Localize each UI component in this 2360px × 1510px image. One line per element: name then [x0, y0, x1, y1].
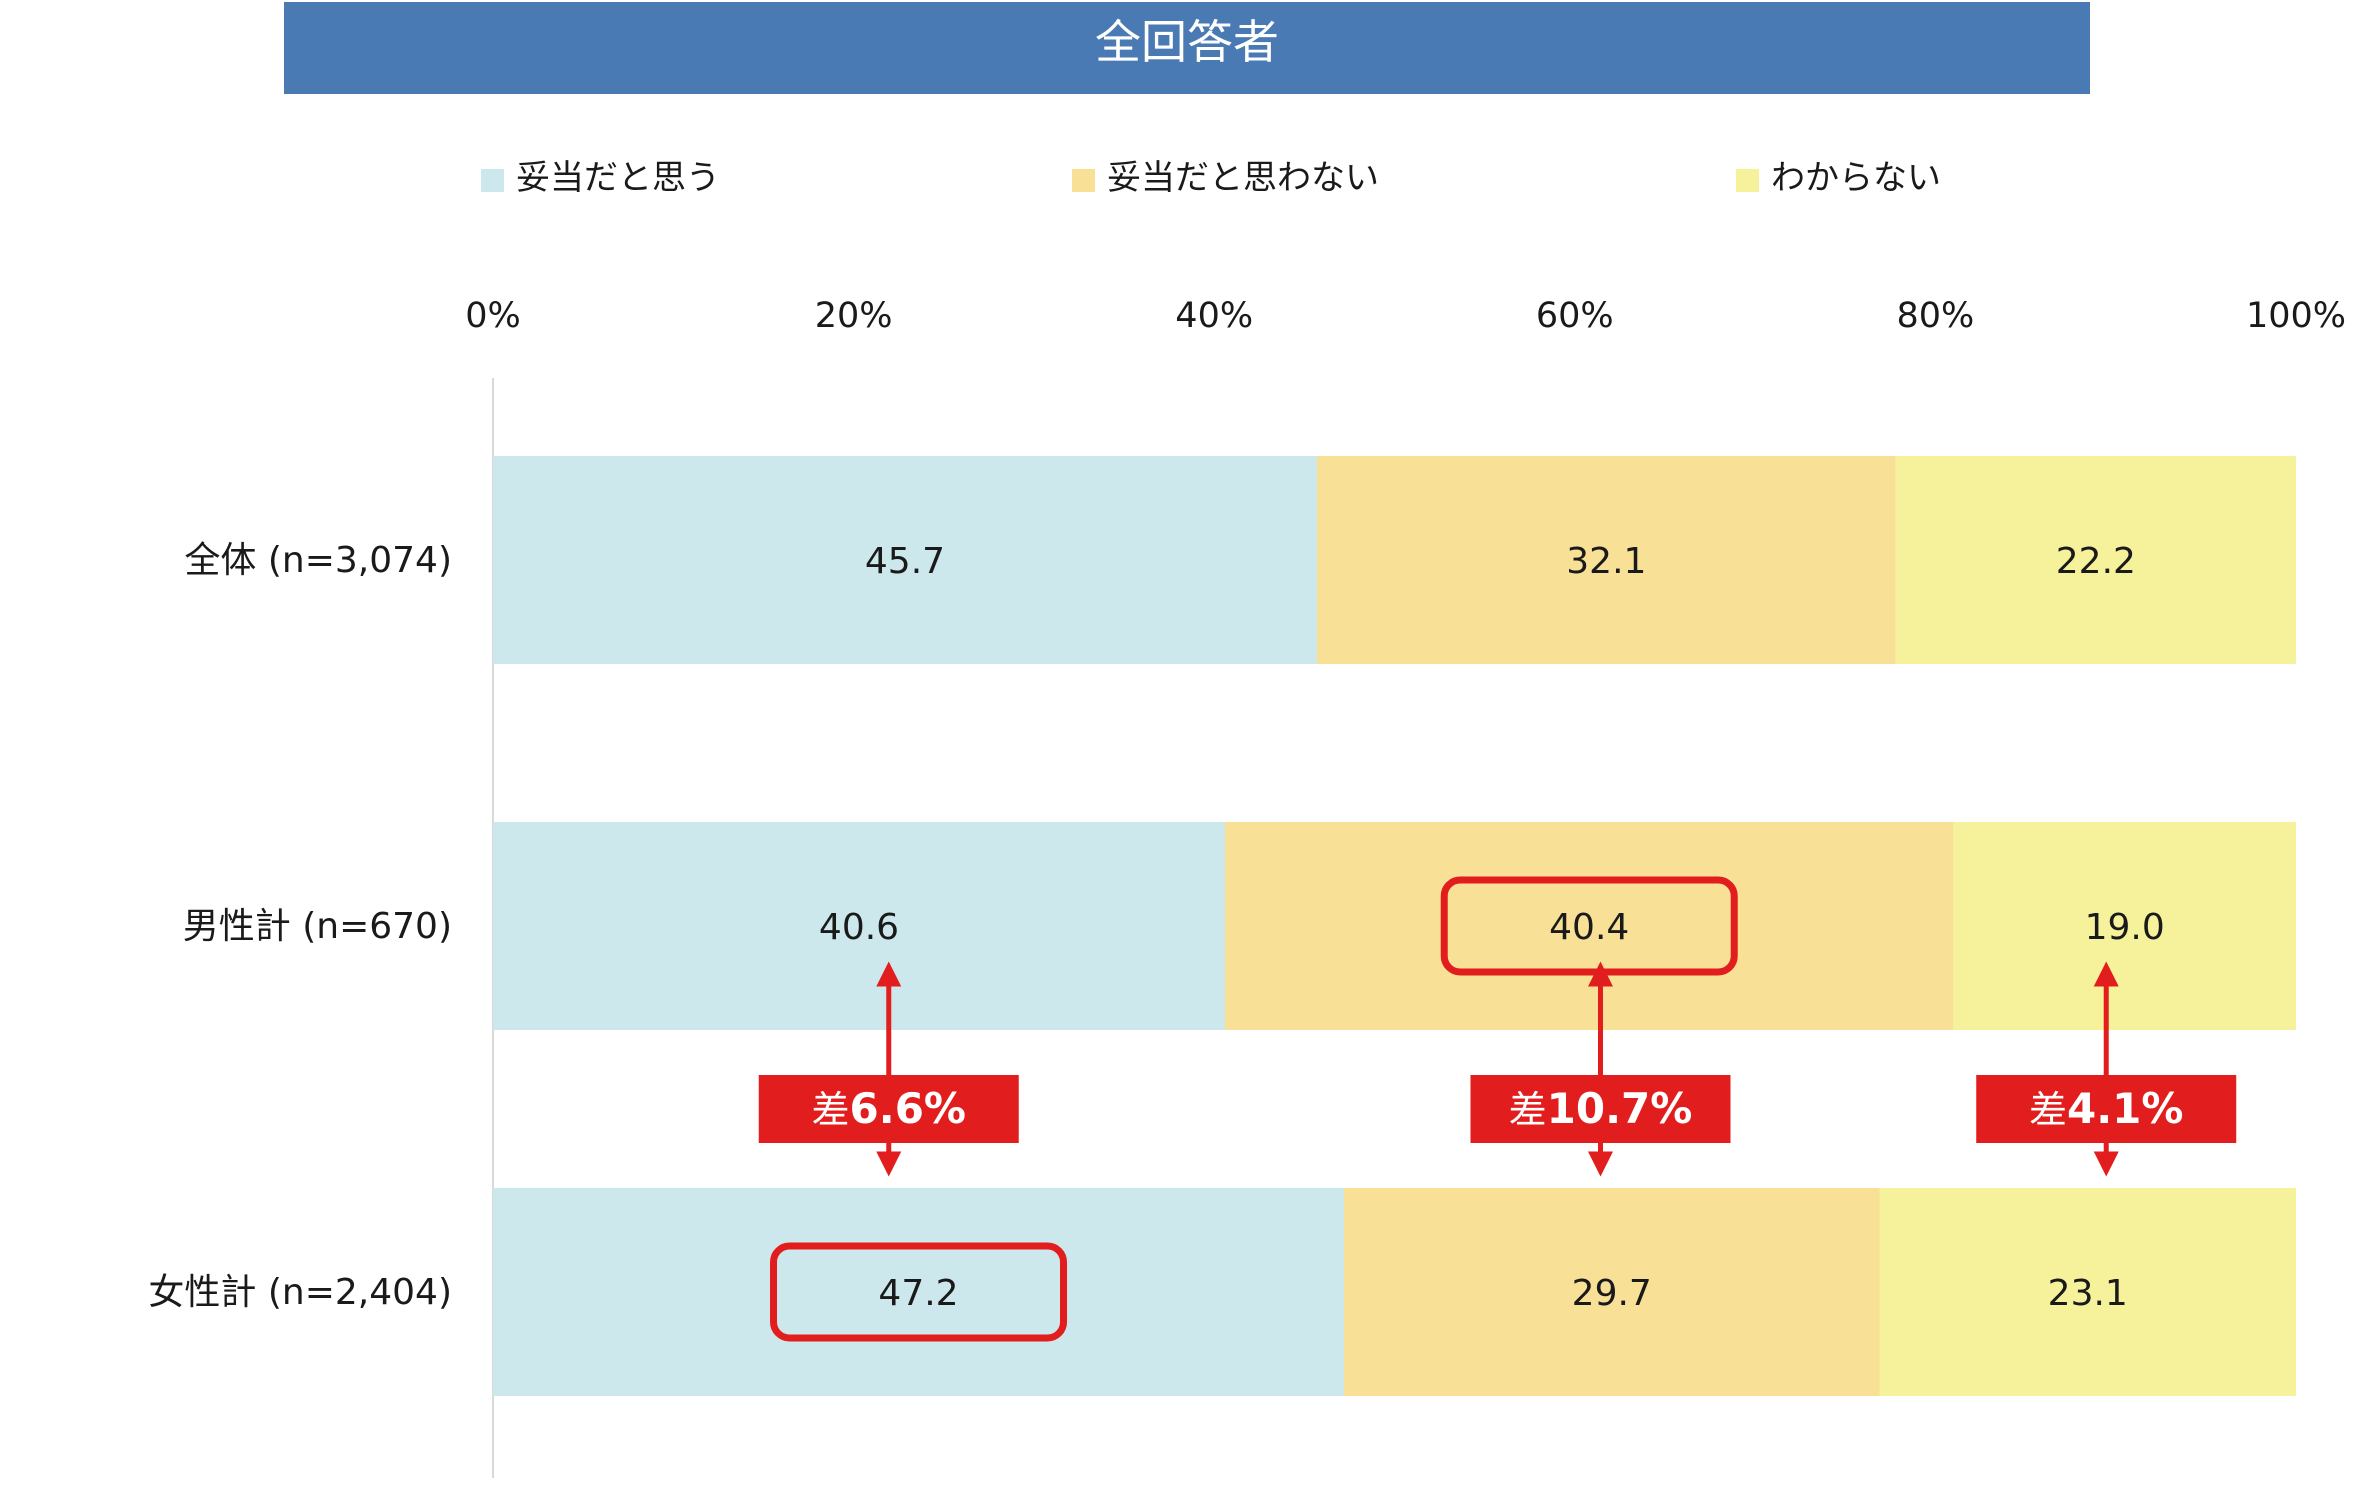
x-tick-label: 40% [1175, 296, 1253, 336]
callout-box [1976, 1075, 2237, 1143]
chart-title: 全回答者 [1095, 15, 1279, 69]
data-label: 22.2 [2056, 541, 2136, 582]
callout-value: 4.1% [2067, 1084, 2183, 1133]
title-banner: 全回答者 [284, 2, 2090, 94]
bar-segment [1953, 822, 2296, 1030]
x-tick-label: 0% [465, 296, 521, 336]
bar-segment [1879, 1188, 2296, 1396]
callout-value: 10.7% [1547, 1084, 1693, 1133]
callout-label: 差10.7% [1509, 1084, 1693, 1133]
bars: 45.7 32.1 22.2 40.6 40.4 19.0 47.2 29.7 23.1 [493, 456, 2296, 1396]
category-label: 女性計 (n=2,404) [148, 1272, 452, 1313]
title-background [284, 2, 2090, 94]
data-label: 45.7 [865, 541, 945, 582]
legend-swatch [1736, 169, 1759, 192]
data-label: 19.0 [2085, 907, 2165, 948]
legend-label: 妥当だと思わない [1107, 158, 1379, 198]
bar-segment [1344, 1188, 1880, 1396]
bar-segment [1316, 456, 1896, 664]
callout-prefix: 差 [1509, 1088, 1547, 1132]
callout-prefix: 差 [2029, 1088, 2067, 1132]
category-labels: 全体 (n=3,074) 男性計 (n=670) 女性計 (n=2,404) [148, 540, 452, 1313]
legend-label: 妥当だと思う [516, 158, 720, 198]
data-label: 32.1 [1566, 541, 1646, 582]
bar-segment [493, 1188, 1345, 1396]
callout-value: 6.6% [850, 1084, 966, 1133]
difference-callout: 差4.1% [1976, 1075, 2237, 1143]
bar-segment [493, 822, 1226, 1030]
bar-segment [493, 456, 1317, 664]
legend: 妥当だと思う 妥当だと思わない わからない [481, 158, 1941, 198]
legend-swatch [1072, 169, 1095, 192]
annotations: 差6.6% 差10.7% 差4.1% [758, 876, 2237, 1342]
difference-callout: 差10.7% [1470, 1075, 1731, 1143]
bar-segment [1895, 456, 2296, 664]
callout-box [1470, 1075, 1731, 1143]
x-tick-label: 60% [1536, 296, 1614, 336]
callout-prefix: 差 [812, 1088, 850, 1132]
legend-swatch [481, 169, 504, 192]
data-label: 40.6 [819, 907, 899, 948]
highlight-box [770, 1242, 1068, 1342]
category-label: 男性計 (n=670) [183, 906, 452, 947]
x-tick-label: 100% [2246, 296, 2346, 336]
x-tick-label: 80% [1897, 296, 1975, 336]
difference-callout: 差6.6% [758, 1075, 1019, 1143]
legend-label: わからない [1771, 158, 1941, 198]
category-label: 全体 (n=3,074) [184, 540, 452, 581]
callout-label: 差6.6% [812, 1084, 967, 1133]
data-label: 47.2 [878, 1273, 958, 1314]
data-label: 23.1 [2048, 1273, 2128, 1314]
callout-label: 差4.1% [2029, 1084, 2184, 1133]
callout-box [758, 1075, 1019, 1143]
data-label: 29.7 [1572, 1273, 1652, 1314]
data-label: 40.4 [1549, 907, 1629, 948]
x-tick-label: 20% [815, 296, 893, 336]
